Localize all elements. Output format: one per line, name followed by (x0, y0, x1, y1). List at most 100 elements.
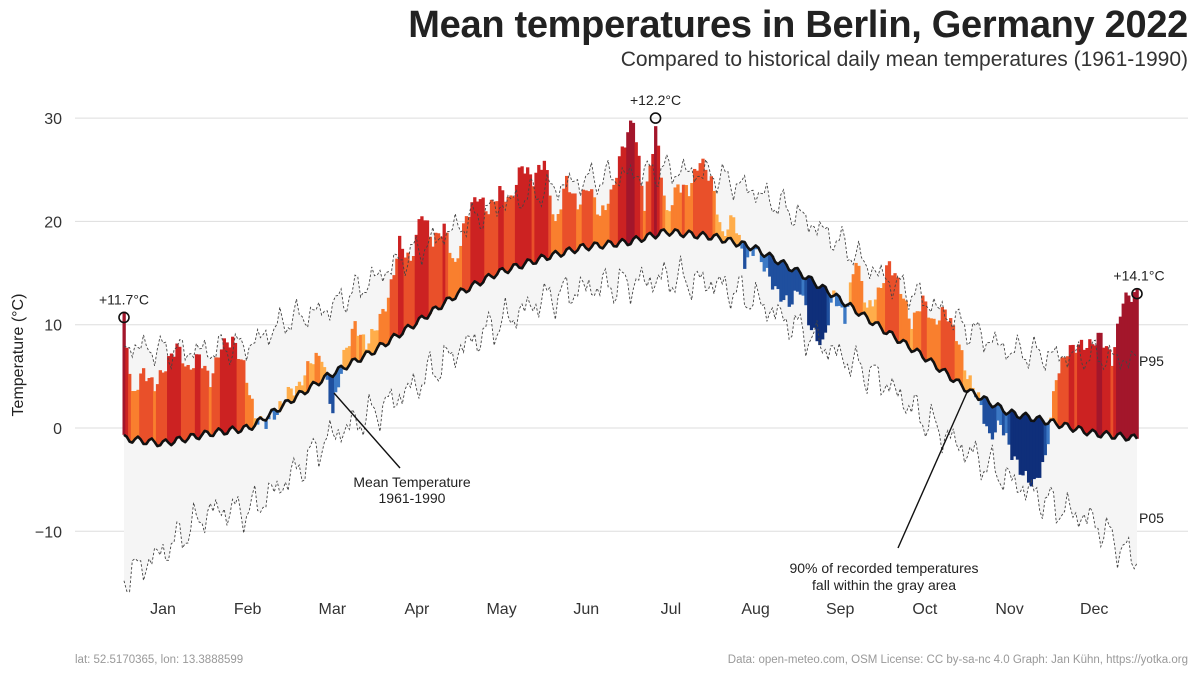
anomaly-bar (217, 357, 221, 429)
anomaly-bar (417, 219, 421, 319)
anomaly-bar (1046, 423, 1050, 445)
anomaly-bar (695, 170, 700, 239)
anomaly-bar (361, 334, 366, 357)
anomaly-bar (795, 267, 800, 292)
band-callout-line (897, 389, 969, 549)
anomaly-bar (147, 378, 151, 441)
record-label: +14.1°C (1113, 268, 1164, 284)
anomaly-bar (954, 341, 958, 380)
anomaly-bar (868, 300, 872, 324)
anomaly-bar (570, 193, 574, 251)
anomaly-bar (821, 285, 825, 340)
anomaly-bar (776, 264, 780, 290)
anomaly-bar (698, 163, 702, 235)
anomaly-bar (1013, 411, 1017, 457)
anomaly-bar (1110, 365, 1114, 439)
anomaly-bar (1135, 289, 1139, 439)
anomaly-bar (136, 389, 140, 437)
anomaly-bar (734, 233, 739, 247)
anomaly-bar (640, 185, 644, 242)
anomaly-bar (189, 369, 193, 435)
anomaly-bar (1096, 332, 1100, 437)
anomaly-bar (726, 229, 730, 239)
anomaly-bar (768, 252, 772, 277)
anomaly-bar (520, 166, 524, 269)
anomaly-bar (782, 260, 786, 301)
anomaly-bar (556, 214, 560, 254)
anomaly-bar (1040, 419, 1045, 463)
anomaly-bar (339, 365, 343, 374)
anomaly-bar (436, 233, 441, 310)
anomaly-bar (901, 298, 906, 341)
anomaly-bar (180, 363, 185, 441)
anomaly-bar (784, 264, 789, 296)
anomaly-bar (317, 355, 321, 386)
anomaly-bar (253, 418, 257, 426)
anomaly-bar (439, 236, 444, 309)
anomaly-bar (676, 184, 680, 231)
anomaly-bar (907, 318, 911, 348)
anomaly-bar (615, 177, 619, 247)
anomaly-bar (715, 214, 719, 235)
anomaly-bar (598, 215, 602, 248)
anomaly-bar (690, 183, 694, 233)
y-tick-label: 10 (44, 318, 62, 335)
anomaly-bar (932, 318, 936, 363)
anomaly-bar (840, 302, 844, 308)
anomaly-bar (400, 248, 405, 335)
y-tick-label: −10 (35, 524, 62, 541)
anomaly-bar (1082, 349, 1086, 433)
anomaly-bar (1132, 292, 1137, 435)
anomaly-bar (470, 202, 474, 285)
anomaly-bar (250, 398, 254, 430)
anomaly-bar (423, 220, 427, 319)
anomaly-bar (406, 252, 410, 326)
anomaly-bar (409, 260, 413, 327)
anomaly-bar (723, 235, 727, 243)
anomaly-bar (940, 307, 944, 370)
record-marker (1131, 287, 1143, 300)
anomaly-bar (712, 190, 716, 236)
anomaly-bar (1060, 357, 1064, 427)
anomaly-bar (534, 172, 538, 264)
anomaly-bar (478, 199, 483, 286)
anomaly-bar (745, 246, 750, 258)
anomaly-bar (787, 269, 791, 307)
anomaly-bar (236, 359, 240, 433)
anomaly-bar (673, 187, 677, 230)
anomaly-bar (617, 156, 622, 243)
mean-callout-line (333, 392, 401, 469)
anomaly-bar (1129, 301, 1134, 436)
anomaly-bar (999, 405, 1003, 425)
anomaly-bar (1099, 332, 1103, 438)
anomaly-bar (623, 147, 627, 242)
anomaly-bar (350, 328, 355, 360)
anomaly-bar (1038, 416, 1042, 478)
record-label: +11.7°C (99, 291, 149, 307)
p05-line (123, 255, 1138, 593)
month-label: Jan (150, 601, 176, 618)
anomaly-bar (325, 372, 329, 380)
anomaly-bar (244, 382, 249, 426)
anomaly-bar (398, 235, 402, 338)
month-label: Jul (661, 601, 681, 618)
anomaly-bar (631, 122, 636, 240)
anomaly-bar (665, 210, 669, 233)
anomaly-bar (996, 403, 1000, 421)
anomaly-bar (289, 388, 293, 403)
anomaly-bar (1018, 418, 1022, 475)
anomaly-bar (500, 190, 505, 269)
anomaly-bar (670, 205, 675, 234)
anomaly-bar (414, 234, 419, 325)
anomaly-bar (484, 211, 488, 277)
anomaly-bar (228, 347, 232, 430)
anomaly-bar (754, 245, 758, 250)
anomaly-bar (445, 232, 449, 298)
anomaly-bar (164, 371, 168, 440)
anomaly-bar (915, 311, 919, 349)
anomaly-bar (1090, 344, 1095, 430)
anomaly-bar (1079, 339, 1084, 428)
anomaly-bar (887, 261, 892, 332)
anomaly-bar (172, 356, 176, 443)
anomaly-bar (918, 311, 922, 352)
